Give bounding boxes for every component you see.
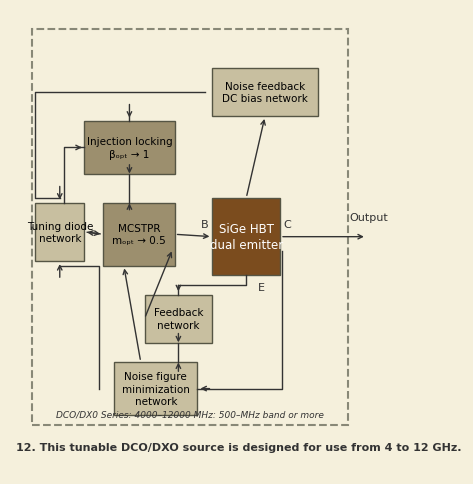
FancyBboxPatch shape [212, 199, 280, 276]
Text: Output: Output [349, 213, 388, 223]
Text: MCSTPR
mₒₚₜ → 0.5: MCSTPR mₒₚₜ → 0.5 [112, 224, 166, 246]
Text: B: B [201, 220, 209, 229]
Text: Injection locking
βₒₚₜ → 1: Injection locking βₒₚₜ → 1 [87, 137, 172, 159]
Text: Tuning diode
network: Tuning diode network [26, 221, 93, 243]
Text: Noise figure
minimization
network: Noise figure minimization network [122, 371, 190, 406]
Text: E: E [257, 282, 264, 292]
Text: Feedback
network: Feedback network [154, 308, 203, 330]
FancyBboxPatch shape [35, 203, 84, 261]
FancyBboxPatch shape [103, 203, 175, 266]
Text: C: C [284, 220, 292, 229]
Text: DCO/DX0 Series: 4000–12000 MHz: 500–MHz band or more: DCO/DX0 Series: 4000–12000 MHz: 500–MHz … [56, 410, 324, 419]
FancyBboxPatch shape [114, 363, 197, 415]
FancyBboxPatch shape [212, 69, 318, 117]
FancyBboxPatch shape [32, 30, 348, 425]
FancyBboxPatch shape [84, 121, 175, 175]
Text: 12. This tunable DCO/DXO source is designed for use from 4 to 12 GHz.: 12. This tunable DCO/DXO source is desig… [17, 442, 462, 452]
Text: Noise feedback
DC bias network: Noise feedback DC bias network [222, 82, 308, 104]
FancyBboxPatch shape [145, 295, 212, 343]
Text: SiGe HBT
dual emitter: SiGe HBT dual emitter [210, 223, 283, 252]
